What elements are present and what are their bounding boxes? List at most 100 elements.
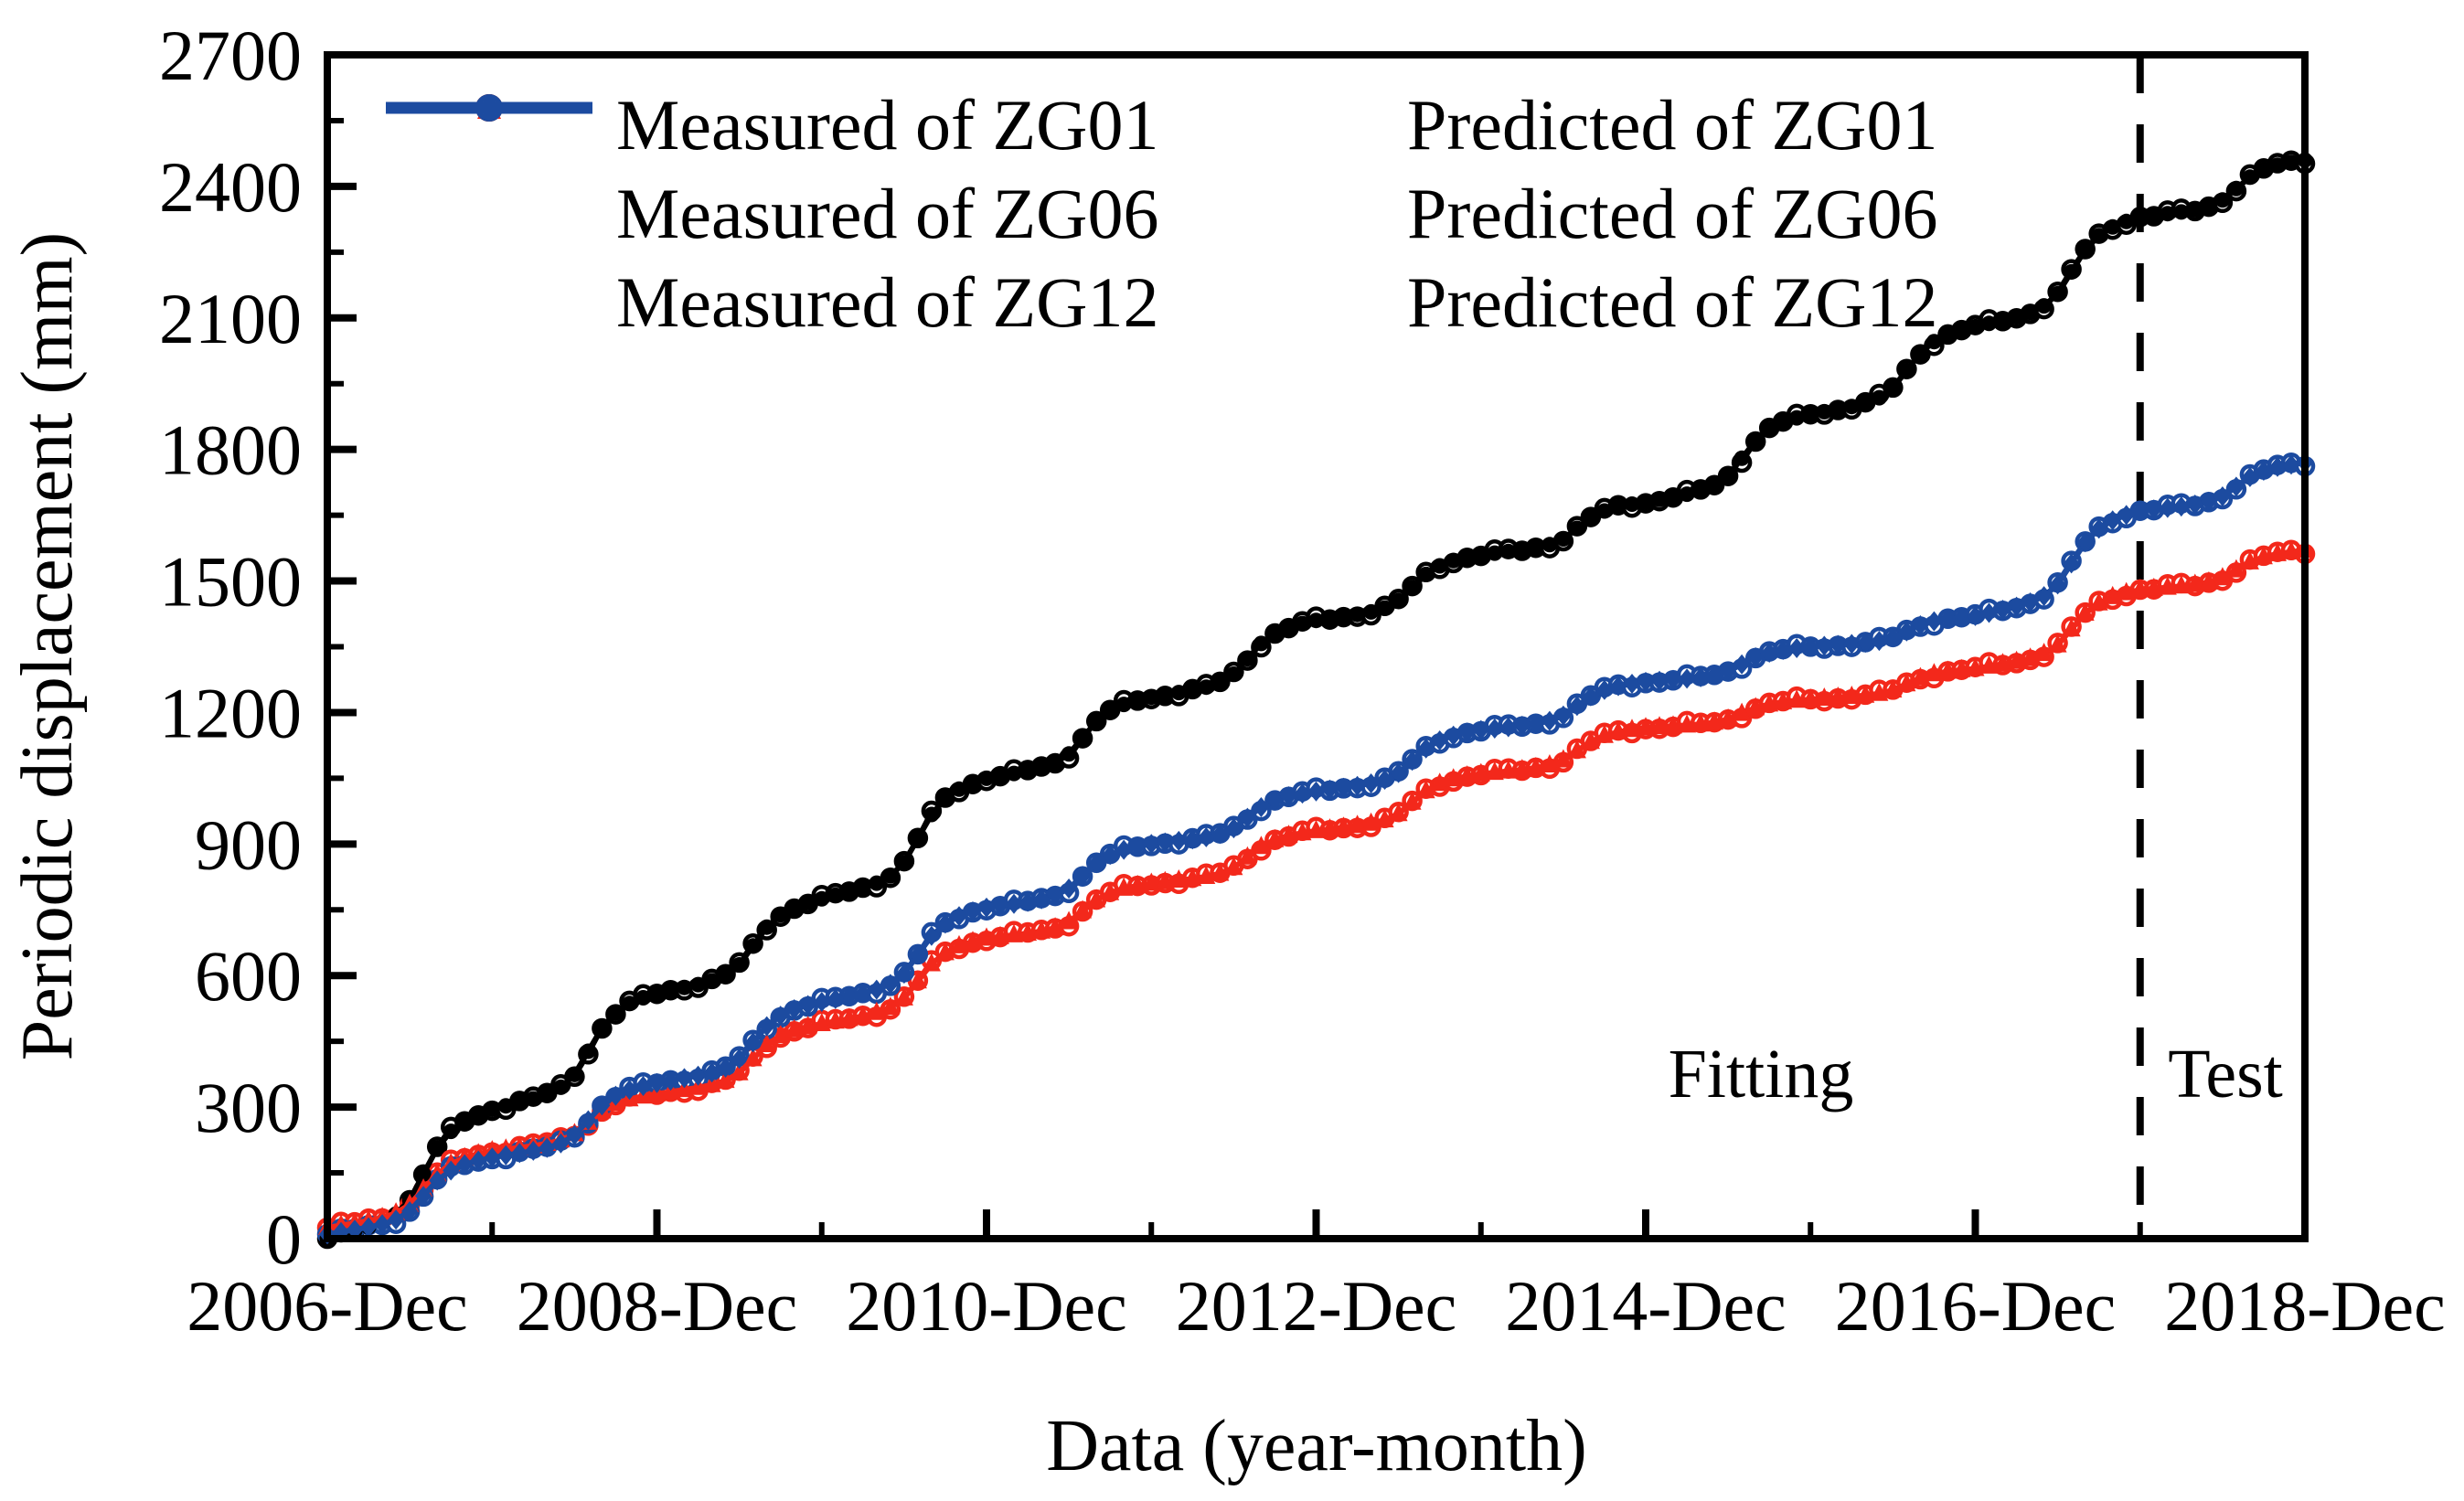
filled-diamond-marker — [1033, 889, 1051, 910]
filled-diamond-marker — [1198, 826, 1215, 847]
filled-diamond-marker — [2104, 510, 2121, 531]
filled-circle-marker — [1968, 318, 1983, 335]
filled-triangle-marker — [1705, 711, 1724, 730]
filled-circle-marker — [2160, 206, 2176, 222]
filled-diamond-marker — [731, 1049, 748, 1070]
filled-diamond-marker — [813, 992, 830, 1012]
filled-diamond-marker — [374, 1214, 391, 1235]
filled-circle-marker — [773, 907, 789, 923]
filled-circle-marker — [1610, 498, 1627, 515]
filled-circle-marker — [1788, 410, 1805, 426]
filled-diamond-marker — [388, 1209, 405, 1230]
filled-triangle-marker — [977, 927, 996, 946]
filled-circle-marker — [1473, 547, 1489, 563]
legend-label: Measured of ZG06 — [616, 173, 1159, 253]
filled-diamond-marker — [552, 1133, 570, 1154]
filled-triangle-marker — [1678, 714, 1697, 733]
filled-diamond-marker — [1733, 654, 1751, 675]
filled-diamond-marker — [1102, 845, 1119, 866]
filled-circle-marker — [1747, 432, 1764, 449]
filled-diamond-marker — [1513, 715, 1531, 736]
filled-diamond-marker — [1047, 885, 1064, 906]
series-measured-zg06 — [316, 539, 2316, 1239]
filled-circle-marker — [415, 1166, 432, 1182]
filled-triangle-marker — [2254, 546, 2273, 565]
filled-triangle-marker — [839, 1007, 859, 1027]
filled-triangle-marker — [1883, 679, 1903, 697]
filled-triangle-marker — [2199, 570, 2218, 590]
filled-diamond-marker — [1871, 631, 1888, 652]
filled-circle-marker — [2064, 263, 2080, 280]
filled-triangle-marker — [1005, 923, 1023, 942]
filled-diamond-marker — [1115, 839, 1133, 860]
filled-circle-marker — [2173, 204, 2190, 220]
filled-triangle-marker — [935, 942, 955, 961]
filled-circle-marker — [1404, 580, 1421, 596]
filled-circle-marker — [2118, 213, 2135, 229]
legend-line-open-circle-icon — [384, 94, 594, 241]
filled-diamond-marker — [2131, 500, 2149, 521]
filled-triangle-marker — [2089, 591, 2108, 611]
filled-circle-marker — [896, 855, 912, 871]
filled-triangle-marker — [894, 986, 913, 1006]
filled-circle-marker — [1940, 326, 1956, 343]
filled-triangle-marker — [1128, 874, 1147, 893]
filled-circle-marker — [663, 982, 678, 998]
filled-diamond-marker — [539, 1137, 556, 1158]
filled-diamond-marker — [2090, 518, 2107, 539]
test-label: Test — [2168, 1036, 2283, 1112]
filled-circle-marker — [1198, 679, 1214, 696]
filled-diamond-marker — [1967, 605, 1984, 626]
filled-triangle-marker — [1595, 724, 1614, 743]
x-tick-label: 2006-Dec — [187, 1266, 468, 1346]
y-axis-title: Periodic displacement (mm) — [7, 232, 88, 1060]
filled-circle-marker — [1102, 703, 1118, 719]
filled-triangle-marker — [1197, 866, 1216, 884]
x-tick-label: 2012-Dec — [1176, 1266, 1457, 1346]
filled-triangle-marker — [880, 996, 900, 1016]
series-predicted-zg12 — [319, 452, 2313, 1245]
filled-diamond-marker — [1541, 710, 1558, 731]
filled-circle-marker — [2132, 209, 2149, 225]
filled-triangle-marker — [1087, 889, 1106, 908]
filled-circle-marker — [1336, 608, 1351, 624]
filled-circle-marker — [2009, 309, 2025, 325]
filled-diamond-marker — [772, 1006, 789, 1027]
filled-circle-marker — [841, 883, 858, 900]
filled-diamond-marker — [2035, 586, 2053, 607]
filled-diamond-marker — [2241, 466, 2258, 487]
filled-triangle-marker — [1637, 717, 1655, 736]
filled-triangle-marker — [1897, 673, 1916, 692]
filled-diamond-marker — [1912, 615, 1929, 635]
filled-diamond-marker — [2200, 491, 2217, 512]
filled-circle-marker — [1184, 682, 1200, 698]
legend-item-predicted-zg12: Predicted of ZG12 — [386, 95, 1938, 338]
filled-circle-marker — [1281, 619, 1296, 635]
filled-circle-marker — [1459, 549, 1476, 566]
filled-diamond-marker — [717, 1057, 734, 1078]
filled-triangle-marker — [1211, 862, 1230, 881]
filled-circle-marker — [1322, 611, 1338, 627]
filled-triangle-marker — [1911, 666, 1930, 686]
filled-diamond-marker — [2269, 456, 2286, 477]
filled-circle-marker — [456, 1112, 473, 1129]
filled-triangle-marker — [1403, 791, 1422, 810]
filled-circle-marker — [2022, 304, 2039, 321]
filled-diamond-marker — [478, 95, 500, 121]
filled-triangle-marker — [964, 931, 982, 950]
filled-circle-marker — [566, 1066, 582, 1082]
filled-circle-marker — [1514, 542, 1531, 559]
filled-diamond-marker — [1637, 671, 1654, 692]
filled-triangle-marker — [1829, 687, 1848, 705]
filled-circle-marker — [1308, 612, 1324, 629]
filled-circle-marker — [1816, 403, 1832, 420]
filled-triangle-marker — [908, 970, 927, 989]
filled-triangle-marker — [1993, 653, 2012, 672]
filled-circle-marker — [1995, 312, 2011, 328]
x-tick-label: 2010-Dec — [846, 1266, 1127, 1346]
filled-diamond-marker — [1280, 786, 1297, 806]
legend-label: Predicted of ZG06 — [1407, 173, 1938, 253]
filled-diamond-marker — [1651, 670, 1668, 691]
filled-diamond-marker — [854, 983, 871, 1004]
filled-circle-marker — [1445, 552, 1462, 569]
